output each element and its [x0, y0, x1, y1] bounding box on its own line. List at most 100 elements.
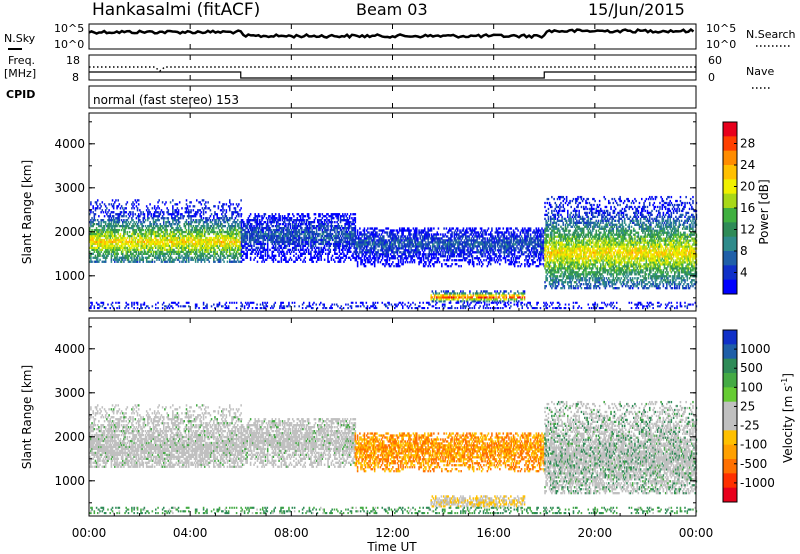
power-cell: [302, 249, 304, 251]
power-cell: [443, 235, 445, 237]
power-cell: [262, 241, 264, 243]
power-cell: [258, 247, 260, 249]
power-cell: [293, 255, 295, 257]
power-cell: [439, 249, 441, 251]
power-cell: [429, 255, 431, 257]
power-cell: [367, 257, 369, 259]
power-cell: [418, 255, 420, 257]
power-cell: [153, 225, 155, 227]
power-cell: [190, 209, 192, 211]
power-cell: [138, 221, 140, 223]
power-cell: [381, 259, 383, 261]
power-cell: [181, 207, 183, 209]
power-cell: [165, 257, 167, 259]
power-cell: [100, 225, 102, 227]
power-cell: [139, 219, 141, 221]
power-cell: [315, 249, 317, 251]
power-cell: [360, 231, 362, 233]
power-cell: [222, 205, 224, 207]
power-cell: [241, 249, 243, 251]
power-cell: [342, 235, 344, 237]
noise-left-label: N.Sky: [4, 32, 36, 45]
power-cell: [357, 247, 359, 249]
power-cell: [141, 237, 143, 239]
power-cell: [377, 261, 379, 263]
power-cell: [160, 257, 162, 259]
power-cell: [221, 223, 223, 225]
power-cell: [348, 229, 350, 231]
power-cell: [332, 255, 334, 257]
power-cell: [183, 259, 185, 261]
power-cell: [450, 265, 452, 267]
power-cell: [256, 229, 258, 231]
power-cell: [421, 259, 423, 261]
power-cell: [226, 209, 228, 211]
power-cell: [425, 253, 427, 255]
power-cell: [227, 241, 229, 243]
power-cell: [251, 223, 253, 225]
power-cell: [398, 249, 400, 251]
power-cell: [302, 241, 304, 243]
power-cell: [128, 217, 130, 219]
power-cell: [132, 253, 134, 255]
power-cell: [388, 251, 390, 253]
power-cell: [175, 209, 177, 211]
power-cell: [150, 213, 152, 215]
power-cell: [203, 223, 205, 225]
power-cell: [269, 249, 271, 251]
power-cell: [365, 259, 367, 261]
power-cell: [188, 213, 190, 215]
power-cell: [259, 227, 261, 229]
power-cell: [215, 221, 217, 223]
power-cell: [219, 249, 221, 251]
power-cell: [147, 253, 149, 255]
power-cell: [418, 249, 420, 251]
power-cell: [292, 213, 294, 215]
power-cell: [131, 255, 133, 257]
power-cell: [427, 265, 429, 267]
power-cell: [157, 217, 159, 219]
power-cell: [447, 255, 449, 257]
power-cell: [230, 229, 232, 231]
power-cell: [108, 227, 110, 229]
power-cell: [347, 245, 349, 247]
power-cell: [156, 253, 158, 255]
power-cell: [150, 235, 152, 237]
power-cell: [315, 217, 317, 219]
power-cell: [258, 251, 260, 253]
power-cell: [152, 249, 154, 251]
power-cell: [186, 229, 188, 231]
power-cell: [444, 241, 446, 243]
power-cell: [399, 227, 401, 229]
power-cell: [284, 221, 286, 223]
power-cell: [125, 207, 127, 209]
power-cell: [357, 265, 359, 267]
power-cell: [385, 245, 387, 247]
power-cell: [424, 265, 426, 267]
power-cell: [169, 221, 171, 223]
power-cell: [389, 239, 391, 241]
power-cell: [132, 205, 134, 207]
power-cell: [163, 221, 165, 223]
power-cell: [337, 223, 339, 225]
power-cell: [300, 247, 302, 249]
power-cell: [276, 217, 278, 219]
power-cell: [248, 217, 250, 219]
power-cell: [382, 249, 384, 251]
power-cell: [112, 199, 114, 201]
noise-right-tick-bottom: 10^0: [706, 38, 736, 51]
power-cell: [123, 239, 125, 241]
power-cell: [311, 249, 313, 251]
power-cell: [442, 233, 444, 235]
freq-right-tick-bottom: 0: [708, 71, 715, 84]
cpid-label: CPID: [6, 88, 35, 101]
power-cell: [127, 233, 129, 235]
power-cell: [92, 205, 94, 207]
power-cell: [218, 207, 220, 209]
power-cell: [97, 207, 99, 209]
power-cell: [146, 227, 148, 229]
power-cell: [238, 213, 240, 215]
power-cell: [259, 249, 261, 251]
power-cell: [283, 231, 285, 233]
power-cell: [349, 249, 351, 251]
